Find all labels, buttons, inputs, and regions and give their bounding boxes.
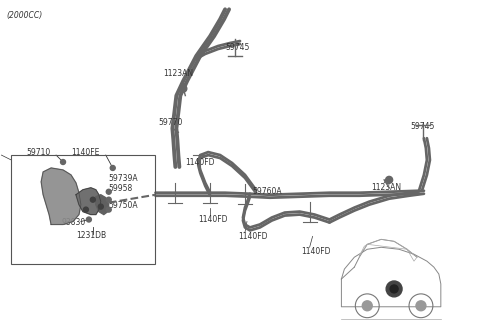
Text: 59750A: 59750A (109, 201, 138, 210)
Circle shape (110, 165, 115, 170)
Polygon shape (76, 188, 101, 215)
Text: 59760A: 59760A (252, 187, 282, 196)
Circle shape (106, 197, 111, 202)
Text: 1140FD: 1140FD (301, 247, 331, 256)
Polygon shape (96, 195, 109, 215)
Text: 59770: 59770 (158, 118, 183, 128)
Circle shape (180, 85, 187, 92)
Circle shape (362, 301, 372, 311)
Text: 59745: 59745 (225, 43, 250, 52)
Circle shape (106, 207, 111, 212)
Circle shape (416, 301, 426, 311)
Circle shape (86, 217, 91, 222)
Circle shape (90, 197, 96, 202)
Text: (2000CC): (2000CC) (6, 11, 43, 20)
Text: 59710: 59710 (26, 148, 50, 157)
Circle shape (84, 207, 88, 212)
Text: 59745: 59745 (410, 122, 434, 131)
Text: 1123AN: 1123AN (371, 183, 401, 192)
Text: 1123AN: 1123AN (164, 69, 193, 78)
Text: 1140FD: 1140FD (238, 232, 267, 241)
Circle shape (106, 189, 111, 194)
Text: 59739A: 59739A (109, 174, 138, 183)
Circle shape (60, 160, 65, 164)
Polygon shape (41, 168, 81, 224)
Circle shape (98, 204, 103, 209)
Text: 1231DB: 1231DB (76, 232, 106, 240)
Text: 1140FD: 1140FD (198, 215, 228, 224)
Circle shape (385, 176, 393, 183)
Bar (12, 155, 156, 264)
Text: 93830: 93830 (61, 217, 85, 227)
Text: 1140FE: 1140FE (71, 148, 99, 157)
Text: 59958: 59958 (109, 184, 133, 193)
Circle shape (390, 285, 398, 293)
Text: 1140FD: 1140FD (185, 158, 215, 167)
Circle shape (386, 281, 402, 297)
